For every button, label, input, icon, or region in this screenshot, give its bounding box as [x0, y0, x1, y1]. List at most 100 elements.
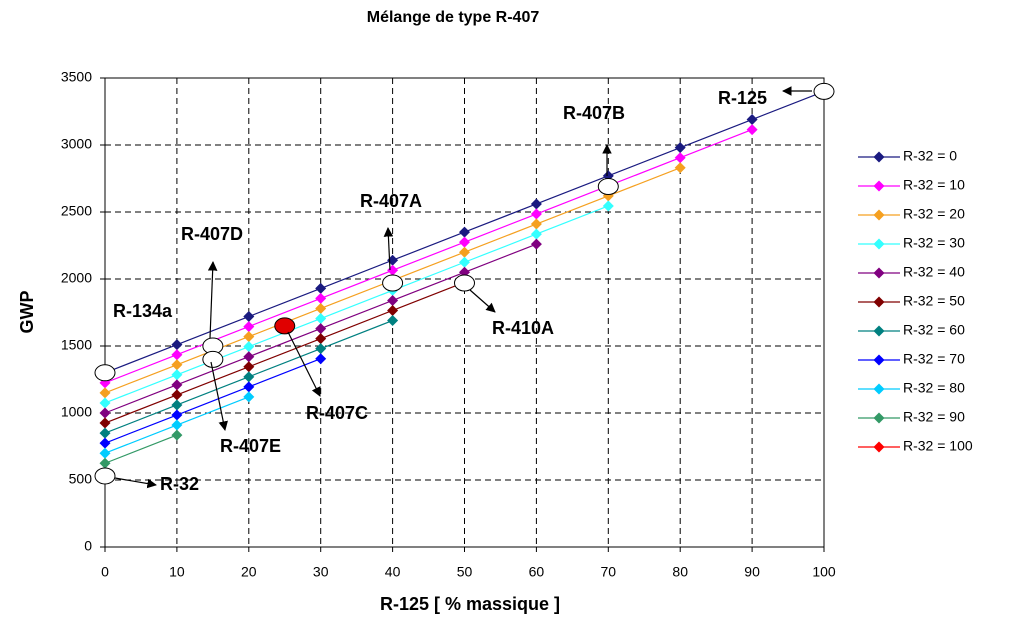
y-tick-label: 1000 — [61, 404, 92, 420]
legend-marker — [873, 325, 885, 337]
data-point — [530, 198, 542, 210]
data-point — [171, 419, 183, 431]
legend-label: R-32 = 0 — [903, 148, 957, 164]
data-point — [99, 397, 111, 409]
annotation-arrow — [114, 477, 157, 489]
data-point — [315, 323, 327, 335]
data-point — [243, 341, 255, 353]
annotation-arrow — [383, 227, 394, 271]
annotation-marker — [382, 274, 404, 292]
legend-label: R-32 = 50 — [903, 293, 965, 309]
data-point — [387, 294, 399, 306]
legend-label: R-32 = 10 — [903, 177, 965, 193]
legend-marker — [873, 209, 885, 221]
data-point — [459, 226, 470, 238]
annotation-arrow — [210, 361, 228, 431]
annotation-marker — [274, 317, 296, 335]
data-point — [171, 339, 183, 351]
legend-marker — [873, 441, 885, 453]
y-tick-label: 3500 — [61, 69, 92, 85]
data-point — [674, 152, 686, 164]
data-point — [99, 407, 111, 419]
data-point — [171, 389, 183, 401]
legend-marker — [873, 238, 885, 250]
x-tick-label: 30 — [313, 564, 329, 580]
data-point — [99, 437, 111, 449]
data-point — [243, 351, 255, 363]
x-tick-label: 80 — [672, 564, 688, 580]
annotation-label: R-125 — [718, 88, 767, 108]
data-point — [243, 331, 255, 343]
data-point — [674, 162, 686, 174]
y-tick-label: 1500 — [61, 337, 92, 353]
data-point — [315, 343, 327, 355]
data-point — [243, 391, 255, 403]
annotation-label: R-410A — [492, 318, 554, 338]
annotation-marker — [813, 82, 835, 100]
data-point — [530, 218, 542, 230]
annotation-marker — [94, 364, 116, 382]
legend-marker — [873, 354, 885, 366]
data-point — [171, 359, 183, 371]
data-point — [315, 333, 327, 345]
series-line — [104, 281, 465, 424]
legend-label: R-32 = 40 — [903, 264, 965, 280]
series-line — [104, 129, 753, 384]
data-point — [243, 321, 255, 333]
annotation-arrow — [469, 289, 496, 313]
y-tick-label: 2500 — [61, 203, 92, 219]
legend-label: R-32 = 70 — [903, 351, 965, 367]
data-point — [387, 304, 399, 316]
data-point — [171, 429, 183, 441]
annotation-label: R-407B — [563, 103, 625, 123]
annotation-marker — [94, 467, 116, 485]
legend-marker — [873, 180, 885, 192]
y-tick-label: 3000 — [61, 136, 92, 152]
data-point — [530, 208, 542, 220]
data-point — [243, 311, 255, 323]
data-point — [674, 142, 686, 154]
data-point — [171, 349, 183, 361]
y-tick-label: 2000 — [61, 270, 92, 286]
annotation-label: R-32 — [160, 474, 199, 494]
data-point — [387, 254, 399, 266]
data-point — [171, 369, 183, 381]
data-point — [315, 282, 327, 294]
x-tick-label: 60 — [529, 564, 545, 580]
data-point — [315, 292, 327, 304]
annotation-label: R-407C — [306, 403, 368, 423]
data-point — [99, 447, 111, 459]
data-point — [459, 256, 470, 268]
annotation-label: R-407D — [181, 224, 243, 244]
data-point — [530, 228, 542, 240]
legend-marker — [873, 383, 885, 395]
data-point — [459, 236, 470, 248]
x-tick-label: 0 — [101, 564, 109, 580]
legend-label: R-32 = 100 — [903, 438, 973, 454]
legend-marker — [873, 151, 885, 163]
data-point — [746, 114, 758, 126]
legend-label: R-32 = 30 — [903, 235, 965, 251]
annotation-label: R-134a — [113, 301, 173, 321]
data-point — [315, 313, 327, 325]
legend-label: R-32 = 20 — [903, 206, 965, 222]
data-point — [387, 264, 399, 276]
data-point — [243, 371, 255, 383]
data-point — [387, 315, 399, 327]
legend-label: R-32 = 90 — [903, 409, 965, 425]
data-point — [99, 427, 111, 439]
x-axis-label: R-125 [ % massique ] — [380, 594, 560, 614]
chart-title: Mélange de type R-407 — [367, 9, 540, 26]
data-point — [99, 387, 111, 399]
annotation-arrow — [207, 261, 218, 339]
annotation-marker — [597, 178, 619, 196]
annotation-arrow — [287, 331, 321, 397]
x-tick-label: 70 — [601, 564, 617, 580]
x-tick-label: 40 — [385, 564, 401, 580]
x-tick-label: 50 — [457, 564, 473, 580]
series-line — [104, 205, 609, 404]
legend-label: R-32 = 60 — [903, 322, 965, 338]
data-point — [746, 124, 758, 136]
data-point — [530, 238, 542, 250]
